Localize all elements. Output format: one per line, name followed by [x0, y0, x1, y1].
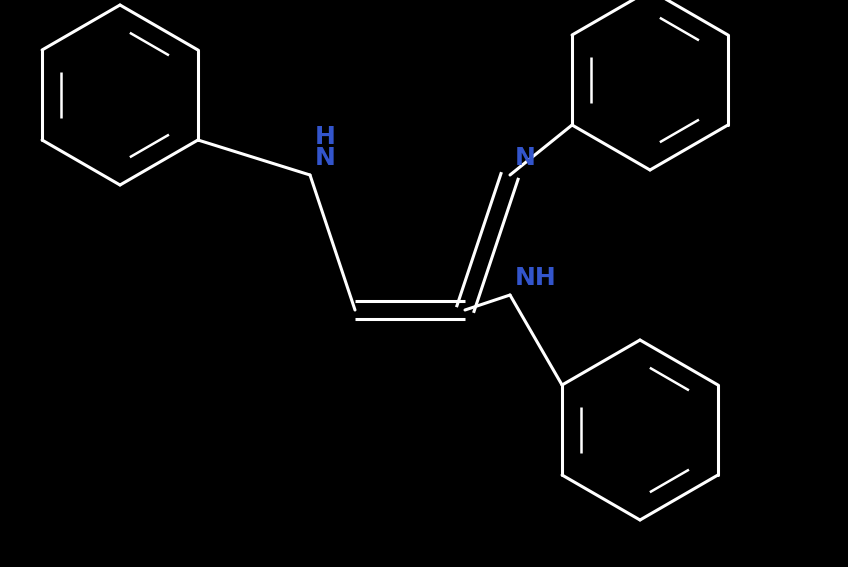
Text: H
N: H N [315, 125, 336, 170]
Text: N: N [515, 146, 536, 170]
Text: NH: NH [515, 266, 557, 290]
